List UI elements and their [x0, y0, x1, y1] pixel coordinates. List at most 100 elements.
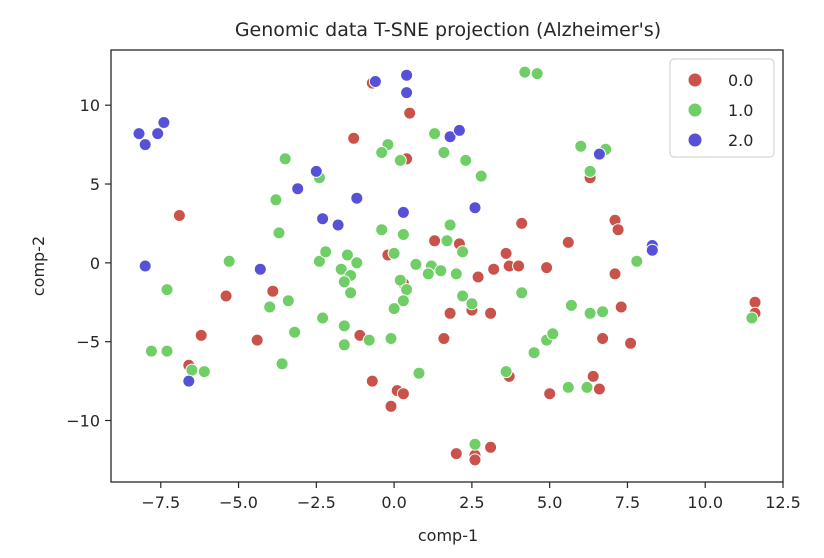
point-series-0-5 [219, 289, 233, 303]
point-series-1-15 [319, 245, 333, 259]
point-series-0-26 [499, 246, 513, 260]
legend-box [669, 58, 775, 158]
x-tick-label-7: 10.0 [687, 493, 723, 512]
point-series-1-2 [278, 152, 292, 166]
point-series-0-14 [396, 387, 410, 401]
point-series-0-22 [471, 270, 485, 284]
point-series-0-32 [449, 447, 463, 461]
point-series-0-23 [484, 306, 498, 320]
point-series-2-11 [291, 182, 305, 196]
x-tick-label-0: −7.5 [141, 493, 180, 512]
point-series-1-47 [275, 357, 289, 371]
point-series-1-14 [312, 254, 326, 268]
legend-label-1: 1.0 [728, 101, 753, 120]
point-series-2-18 [468, 201, 482, 215]
point-series-1-62 [580, 380, 594, 394]
y-tick-label-0: −10 [66, 412, 100, 431]
point-series-1-40 [263, 300, 277, 314]
y-axis: −10 −5 0 5 10 [66, 96, 111, 431]
point-series-0-36 [561, 235, 575, 249]
point-series-0-20 [443, 306, 457, 320]
legend: 0.0 1.0 2.0 [669, 58, 775, 158]
point-series-1-53 [412, 366, 426, 380]
x-tick-label-4: 2.5 [459, 493, 484, 512]
point-series-1-64 [596, 305, 610, 319]
point-series-0-35 [484, 440, 498, 454]
point-series-1-44 [337, 319, 351, 333]
y-axis-label: comp-2 [29, 236, 48, 296]
x-tick-label-1: −5.0 [219, 493, 258, 512]
point-series-2-16 [331, 218, 345, 232]
point-series-0-17 [428, 234, 442, 248]
legend-label-0: 0.0 [728, 71, 753, 90]
point-series-1-42 [288, 325, 302, 339]
point-series-1-66 [583, 164, 597, 178]
point-series-2-9 [443, 130, 457, 144]
x-tick-label-8: 12.5 [765, 493, 801, 512]
y-tick-label-1: −5 [76, 333, 100, 352]
point-series-1-5 [393, 153, 407, 167]
point-series-1-17 [334, 262, 348, 276]
point-series-1-43 [316, 311, 330, 325]
point-series-0-27 [515, 216, 529, 230]
point-series-1-29 [440, 234, 454, 248]
point-series-1-60 [564, 298, 578, 312]
point-series-1-55 [499, 365, 513, 379]
point-series-1-24 [387, 246, 401, 260]
point-series-0-29 [540, 261, 554, 275]
point-series-1-48 [160, 283, 174, 297]
legend-marker-0 [687, 72, 703, 88]
point-series-1-52 [197, 365, 211, 379]
point-series-1-38 [387, 302, 401, 316]
point-series-0-46 [748, 295, 762, 309]
legend-marker-2 [687, 132, 703, 148]
x-tick-label-2: −2.5 [297, 493, 336, 512]
y-tick-label-3: 5 [90, 175, 100, 194]
legend-label-2: 2.0 [728, 131, 753, 150]
point-series-1-21 [344, 286, 358, 300]
point-series-0-4 [172, 209, 186, 222]
point-series-1-20 [337, 275, 351, 289]
point-series-1-45 [337, 338, 351, 352]
point-series-1-12 [272, 226, 286, 240]
point-series-0-45 [592, 382, 606, 396]
point-series-2-7 [400, 68, 414, 82]
point-series-1-69 [745, 311, 759, 325]
point-series-1-34 [456, 289, 470, 303]
point-series-2-21 [645, 243, 659, 257]
point-series-1-23 [396, 228, 410, 241]
point-series-1-0 [518, 65, 532, 79]
point-series-1-68 [630, 254, 644, 268]
point-series-0-7 [194, 328, 208, 342]
point-series-2-19 [592, 147, 606, 161]
point-series-1-1 [530, 67, 544, 81]
point-series-1-33 [465, 297, 479, 311]
point-series-1-59 [546, 327, 560, 341]
point-series-0-31 [543, 387, 557, 401]
x-tick-label-5: 5.0 [537, 493, 562, 512]
point-series-0-21 [437, 332, 451, 345]
point-series-1-8 [459, 153, 473, 167]
point-series-0-43 [624, 336, 638, 350]
point-series-0-3 [347, 131, 361, 145]
x-axis-label: comp-1 [418, 526, 478, 545]
point-series-2-8 [400, 86, 414, 100]
point-series-2-15 [316, 212, 330, 226]
point-series-1-32 [449, 267, 463, 281]
point-series-1-6 [428, 127, 442, 141]
point-series-1-41 [281, 294, 295, 308]
point-series-1-27 [421, 267, 435, 281]
point-series-1-25 [409, 257, 423, 271]
point-series-0-28 [512, 259, 526, 273]
point-series-2-1 [138, 138, 152, 152]
point-series-0-12 [384, 399, 398, 413]
point-series-2-12 [309, 164, 323, 178]
point-series-2-3 [157, 116, 171, 129]
chart-title: Genomic data T-SNE projection (Alzheimer… [235, 19, 661, 41]
point-series-1-16 [340, 248, 354, 262]
x-tick-label-3: 0.0 [381, 493, 406, 512]
legend-marker-1 [687, 102, 703, 118]
point-series-0-8 [250, 333, 264, 347]
point-series-1-65 [574, 139, 588, 153]
point-series-1-10 [269, 193, 283, 207]
